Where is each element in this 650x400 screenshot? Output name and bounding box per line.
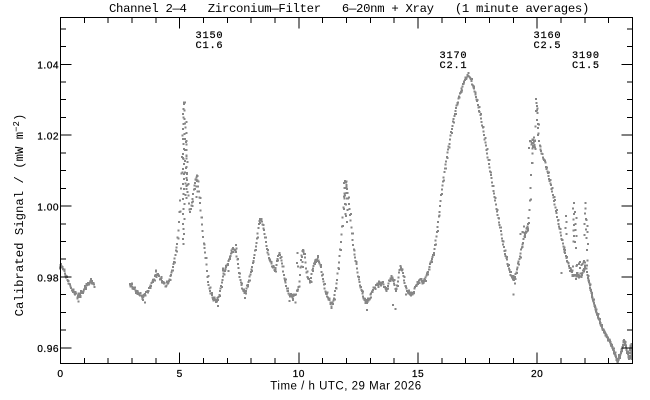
svg-text:15: 15: [412, 369, 424, 380]
svg-text:C1.6: C1.6: [196, 40, 224, 52]
svg-text:3170: 3170: [440, 50, 468, 62]
svg-text:Calibrated Signal / (mW m−2): Calibrated Signal / (mW m−2): [12, 114, 27, 317]
svg-text:3160: 3160: [534, 30, 562, 42]
svg-text:C2.5: C2.5: [534, 40, 562, 52]
svg-text:20: 20: [531, 369, 543, 380]
svg-text:1.02: 1.02: [37, 132, 59, 143]
svg-text:5: 5: [177, 369, 183, 380]
svg-text:C1.5: C1.5: [572, 60, 600, 72]
svg-text:0.98: 0.98: [37, 273, 59, 284]
svg-text:10: 10: [293, 369, 305, 380]
svg-text:C2.1: C2.1: [440, 60, 468, 72]
svg-text:1.04: 1.04: [37, 61, 59, 72]
svg-text:0.96: 0.96: [37, 344, 59, 355]
svg-text:3150: 3150: [196, 30, 224, 42]
svg-text:1.00: 1.00: [37, 203, 59, 214]
svg-text:Channel 2—4 Zirconium—Filter: Channel 2—4 Zirconium—Filter 6—20nm + Xr…: [109, 2, 589, 16]
svg-text:0: 0: [57, 369, 63, 380]
svg-text:3190: 3190: [572, 50, 600, 62]
svg-text:Time / h UTC, 29 Mar 2026: Time / h UTC, 29 Mar 2026: [270, 381, 421, 393]
